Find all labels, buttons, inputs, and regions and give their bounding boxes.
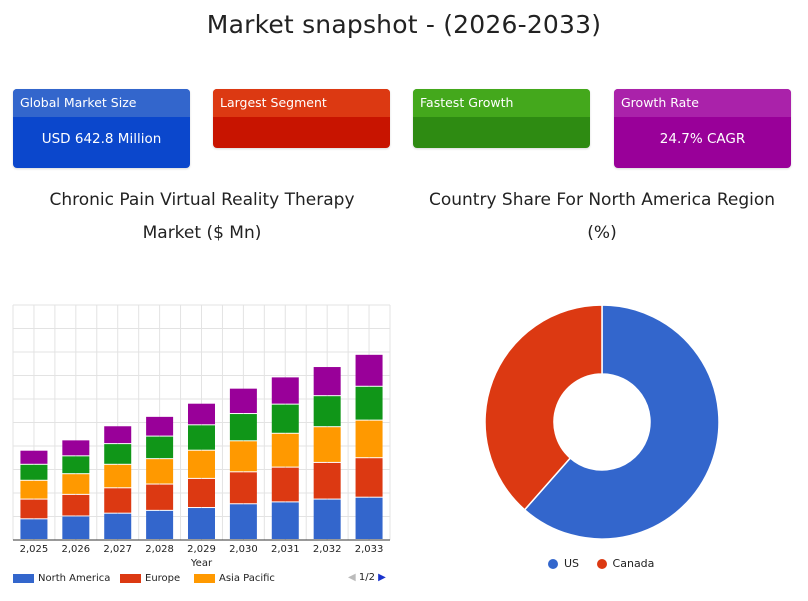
card-label: Growth Rate: [614, 89, 791, 117]
bar-segment-europe[interactable]: [188, 478, 215, 508]
bar-segment-north-america[interactable]: [229, 504, 257, 539]
legend-next-arrow-icon[interactable]: ▶: [378, 572, 386, 583]
pie-chart-title-line2: (%): [587, 223, 617, 243]
legend-item-canada[interactable]: Canada: [596, 557, 655, 570]
growth-rate-card: Growth Rate 24.7% CAGR: [614, 89, 791, 168]
bar-segment-series-4[interactable]: [271, 404, 299, 433]
bar-segment-series-5[interactable]: [62, 440, 90, 456]
bar-segment-asia-pacific[interactable]: [146, 459, 174, 484]
legend-item-asia-pacific[interactable]: Asia Pacific: [194, 573, 275, 584]
x-axis-label: Year: [190, 558, 213, 569]
legend-prev-arrow-icon[interactable]: ◀: [348, 572, 356, 583]
bar-segment-series-4[interactable]: [104, 444, 132, 464]
legend-label: Canada: [612, 557, 655, 570]
bar-segment-north-america[interactable]: [271, 502, 299, 539]
bar-segment-series-5[interactable]: [355, 354, 383, 386]
bar-segment-series-4[interactable]: [146, 436, 174, 459]
bar-chart-title-line1: Chronic Pain Virtual Reality Therapy: [49, 190, 355, 210]
card-value: [413, 117, 590, 131]
bar-segment-series-4[interactable]: [20, 464, 48, 480]
x-tick-label: 2,026: [62, 544, 91, 555]
bar-segment-europe[interactable]: [355, 458, 383, 497]
stacked-bar-chart: 2,025 2,026 2,027 2,028 2,029 2,030 2,031 2,032…: [12, 304, 391, 569]
bar-segment-asia-pacific[interactable]: [313, 427, 341, 462]
bar-segment-europe[interactable]: [62, 494, 90, 516]
pie-chart-title-line1: Country Share For North America Region: [428, 190, 776, 210]
bar-segment-asia-pacific[interactable]: [62, 474, 90, 494]
bar-segment-europe[interactable]: [313, 462, 341, 499]
legend-swatch: [194, 573, 215, 583]
x-tick-label: 2,029: [187, 544, 216, 555]
bar-segment-europe[interactable]: [146, 484, 174, 510]
bar-segment-asia-pacific[interactable]: [20, 480, 48, 499]
bar-chart-title: Chronic Pain Virtual Reality Therapy Mar…: [0, 184, 404, 250]
card-label: Global Market Size: [13, 89, 190, 117]
bar-segment-north-america[interactable]: [188, 508, 215, 539]
global-market-size-card: Global Market Size USD 642.8 Million: [13, 89, 190, 168]
bar-segment-series-5[interactable]: [20, 450, 48, 464]
bar-segment-north-america[interactable]: [104, 513, 132, 539]
bar-segment-north-america[interactable]: [146, 510, 174, 539]
legend-pager: ◀ 1/2 ▶: [348, 572, 386, 583]
legend-item-europe[interactable]: Europe: [120, 573, 180, 584]
x-tick-label: 2,033: [355, 544, 384, 555]
bar-segment-series-4[interactable]: [229, 414, 257, 441]
x-tick-label: 2,032: [313, 544, 342, 555]
legend-swatch: [13, 573, 34, 583]
legend-label: North America: [38, 573, 111, 584]
x-tick-label: 2,027: [103, 544, 132, 555]
bar-segment-europe[interactable]: [271, 467, 299, 502]
bar-segment-series-5[interactable]: [188, 403, 215, 425]
bar-segment-series-4[interactable]: [188, 425, 215, 450]
x-tick-label: 2,030: [229, 544, 258, 555]
bar-segment-asia-pacific[interactable]: [271, 433, 299, 467]
legend-item-north-america[interactable]: North America: [13, 573, 110, 584]
bar-segment-north-america[interactable]: [62, 516, 90, 540]
bar-segment-asia-pacific[interactable]: [188, 450, 215, 478]
bar-segment-series-5[interactable]: [104, 426, 132, 444]
bar-chart-title-line2: Market ($ Mn): [142, 223, 262, 243]
bar-segment-north-america[interactable]: [355, 497, 383, 539]
bar-segment-europe[interactable]: [229, 472, 257, 504]
legend-page-indicator: 1/2: [358, 572, 375, 583]
donut-slice-canada[interactable]: [484, 304, 603, 511]
bar-segment-europe[interactable]: [20, 499, 48, 519]
page-title: Market snapshot - (2026-2033): [206, 10, 602, 39]
bar-segment-series-5[interactable]: [146, 416, 174, 436]
x-tick-label: 2,031: [271, 544, 300, 555]
bar-segment-series-4[interactable]: [313, 396, 341, 427]
card-label: Largest Segment: [213, 89, 390, 117]
x-tick-label: 2,028: [145, 544, 174, 555]
donut-slice-us[interactable]: [523, 304, 720, 540]
pie-chart-title: Country Share For North America Region (…: [404, 184, 800, 250]
legend-dot: [596, 559, 607, 569]
bar-segment-asia-pacific[interactable]: [229, 441, 257, 472]
bar-segment-series-5[interactable]: [313, 367, 341, 396]
bar-segment-series-5[interactable]: [229, 388, 257, 414]
fastest-growth-card: Fastest Growth: [413, 89, 590, 148]
legend-item-us[interactable]: US: [548, 557, 583, 570]
legend-label: Europe: [145, 573, 181, 584]
x-tick-label: 2,025: [20, 544, 49, 555]
legend-swatch: [120, 573, 141, 583]
bar-segment-series-4[interactable]: [355, 386, 383, 420]
pie-chart-legend: US Canada: [548, 557, 654, 570]
bar-segment-asia-pacific[interactable]: [355, 420, 383, 458]
bar-segment-north-america[interactable]: [313, 499, 341, 539]
bar-segment-series-4[interactable]: [62, 456, 90, 474]
bar-segment-europe[interactable]: [104, 488, 132, 513]
legend-label: US: [564, 557, 580, 570]
bar-segment-series-5[interactable]: [271, 377, 299, 404]
card-value: 24.7% CAGR: [659, 131, 746, 147]
legend-dot: [548, 559, 558, 569]
bar-segment-north-america[interactable]: [20, 519, 48, 539]
card-value: USD 642.8 Million: [41, 131, 162, 147]
bar-segment-asia-pacific[interactable]: [104, 464, 132, 488]
legend-label: Asia Pacific: [219, 573, 275, 584]
card-label: Fastest Growth: [413, 89, 590, 117]
largest-segment-card: Largest Segment: [213, 89, 390, 148]
